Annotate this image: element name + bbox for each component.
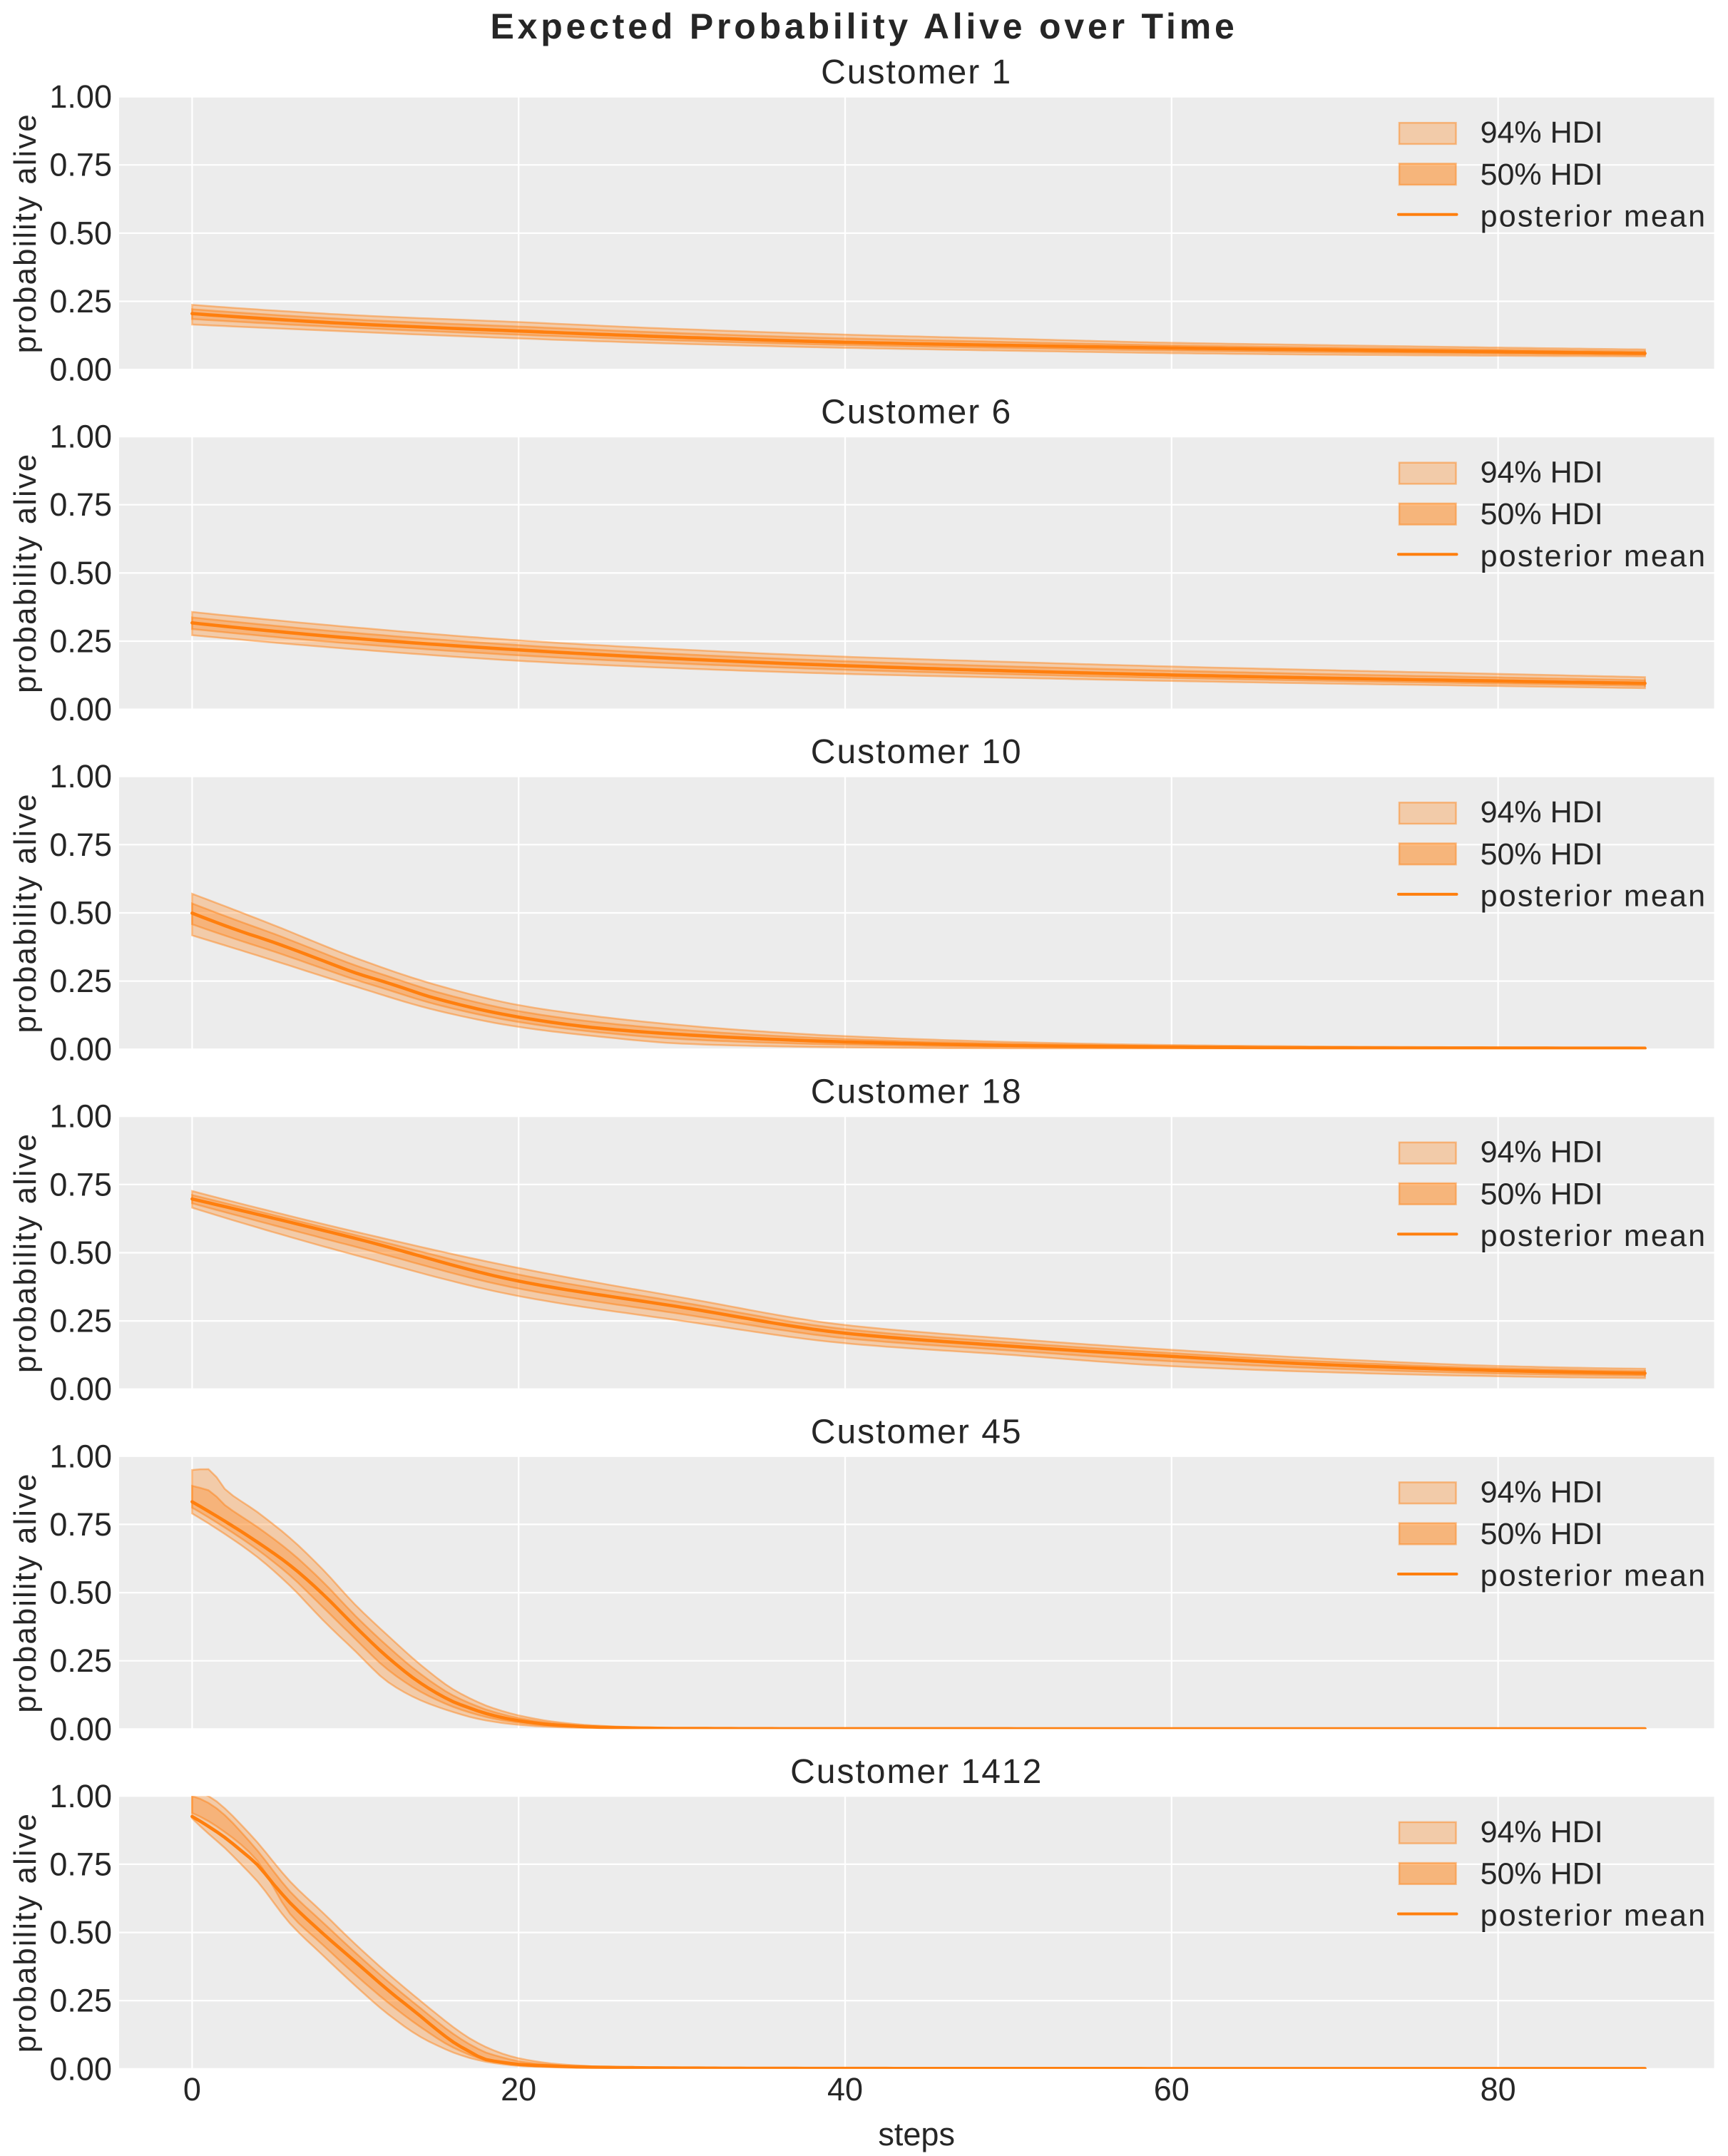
svg-text:50% HDI: 50% HDI — [1481, 158, 1603, 192]
svg-text:probability alive: probability alive — [8, 1812, 43, 2053]
svg-text:1.00: 1.00 — [49, 1778, 112, 1814]
svg-text:Customer 1: Customer 1 — [821, 53, 1012, 91]
svg-text:0: 0 — [183, 2071, 201, 2108]
svg-text:0.75: 0.75 — [49, 147, 112, 183]
svg-text:Customer 18: Customer 18 — [811, 1073, 1023, 1111]
svg-text:94% HDI: 94% HDI — [1481, 116, 1603, 150]
svg-text:0.25: 0.25 — [49, 1642, 112, 1679]
svg-text:0.50: 0.50 — [49, 895, 112, 931]
svg-text:0.50: 0.50 — [49, 1914, 112, 1951]
svg-text:94% HDI: 94% HDI — [1481, 1475, 1603, 1509]
svg-text:40: 40 — [827, 2071, 863, 2108]
svg-text:0.75: 0.75 — [49, 486, 112, 523]
svg-text:50% HDI: 50% HDI — [1481, 497, 1603, 531]
svg-text:probability alive: probability alive — [8, 113, 43, 353]
svg-text:probability alive: probability alive — [8, 1133, 43, 1373]
svg-text:Customer 1412: Customer 1412 — [790, 1753, 1043, 1791]
svg-text:0.25: 0.25 — [49, 1303, 112, 1339]
svg-text:posterior mean: posterior mean — [1481, 539, 1707, 573]
svg-text:posterior mean: posterior mean — [1481, 879, 1707, 914]
svg-text:0.00: 0.00 — [49, 1371, 112, 1407]
svg-text:posterior mean: posterior mean — [1481, 199, 1707, 233]
svg-text:0.00: 0.00 — [49, 691, 112, 727]
svg-text:0.75: 0.75 — [49, 1506, 112, 1543]
svg-text:50% HDI: 50% HDI — [1481, 1517, 1603, 1551]
svg-text:probability alive: probability alive — [8, 453, 43, 693]
svg-text:80: 80 — [1481, 2071, 1516, 2108]
svg-text:0.75: 0.75 — [49, 827, 112, 863]
svg-text:50% HDI: 50% HDI — [1481, 1857, 1603, 1891]
svg-text:94% HDI: 94% HDI — [1481, 456, 1603, 490]
svg-text:94% HDI: 94% HDI — [1481, 795, 1603, 829]
svg-text:probability alive: probability alive — [8, 1472, 43, 1712]
svg-text:Expected Probability Alive ove: Expected Probability Alive over Time — [490, 6, 1237, 46]
svg-text:94% HDI: 94% HDI — [1481, 1135, 1603, 1170]
svg-text:Customer 45: Customer 45 — [811, 1413, 1023, 1451]
svg-text:0.50: 0.50 — [49, 555, 112, 591]
svg-text:60: 60 — [1154, 2071, 1190, 2108]
svg-text:1.00: 1.00 — [49, 78, 112, 115]
svg-text:posterior mean: posterior mean — [1481, 1899, 1707, 1933]
svg-text:0.25: 0.25 — [49, 1983, 112, 2019]
svg-text:50% HDI: 50% HDI — [1481, 1177, 1603, 1211]
svg-text:steps: steps — [878, 2116, 955, 2152]
svg-text:0.00: 0.00 — [49, 1031, 112, 1068]
svg-text:0.00: 0.00 — [49, 352, 112, 388]
svg-text:1.00: 1.00 — [49, 1438, 112, 1474]
svg-text:1.00: 1.00 — [49, 419, 112, 455]
svg-text:1.00: 1.00 — [49, 758, 112, 795]
svg-text:probability alive: probability alive — [8, 792, 43, 1033]
svg-text:0.25: 0.25 — [49, 623, 112, 660]
svg-text:Customer 6: Customer 6 — [821, 394, 1012, 431]
svg-text:0.50: 0.50 — [49, 1235, 112, 1271]
svg-text:0.75: 0.75 — [49, 1166, 112, 1202]
svg-text:0.75: 0.75 — [49, 1846, 112, 1882]
svg-text:0.50: 0.50 — [49, 1575, 112, 1611]
svg-text:0.00: 0.00 — [49, 2050, 112, 2087]
svg-text:50% HDI: 50% HDI — [1481, 837, 1603, 872]
svg-text:0.00: 0.00 — [49, 1711, 112, 1747]
svg-text:posterior mean: posterior mean — [1481, 1219, 1707, 1253]
svg-text:0.25: 0.25 — [49, 963, 112, 999]
svg-text:20: 20 — [501, 2071, 536, 2108]
svg-text:0.50: 0.50 — [49, 215, 112, 251]
svg-text:posterior mean: posterior mean — [1481, 1559, 1707, 1593]
svg-text:Customer 10: Customer 10 — [811, 733, 1023, 771]
svg-text:0.25: 0.25 — [49, 283, 112, 320]
svg-text:94% HDI: 94% HDI — [1481, 1815, 1603, 1849]
svg-text:1.00: 1.00 — [49, 1098, 112, 1135]
